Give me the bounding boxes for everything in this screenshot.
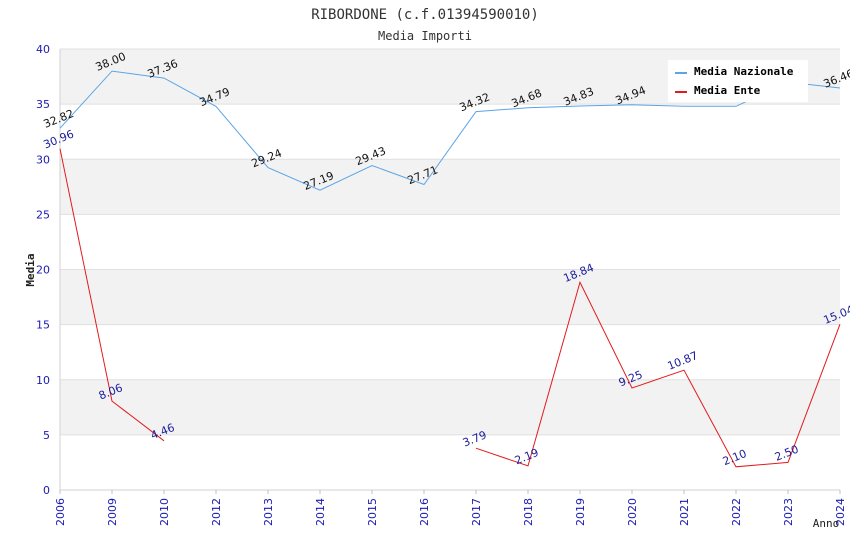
y-tick-label: 30	[36, 153, 50, 166]
y-axis-label: Media	[24, 253, 37, 286]
grid-band	[60, 379, 840, 435]
grid-bands	[60, 49, 840, 490]
x-axis-label: Anno	[813, 517, 840, 530]
x-tick-label: 2022	[730, 498, 743, 526]
y-tick-label: 35	[36, 98, 50, 111]
x-tick-label: 2014	[314, 498, 327, 526]
series-line-nazionale	[59, 70, 841, 191]
y-tick-label: 0	[43, 484, 50, 497]
x-tick-label: 2013	[262, 498, 275, 526]
x-tick-label: 2021	[678, 498, 691, 526]
x-tick-label: 2019	[574, 498, 587, 526]
series-line-ente	[59, 148, 165, 442]
legend-label-nazionale: Media Nazionale	[694, 65, 794, 78]
x-tick-label: 2010	[158, 498, 171, 526]
legend-label-ente: Media Ente	[694, 84, 761, 97]
grid-band	[60, 104, 840, 160]
x-tick-label: 2012	[210, 498, 223, 526]
x-tick-label: 2018	[522, 498, 535, 526]
series-line-ente	[475, 280, 841, 468]
x-tick-labels: 2006 2009 2010 2012 2013 2014 2015 2016 2017 2018…	[54, 490, 847, 526]
grid-band	[60, 324, 840, 380]
x-tick-label: 2015	[366, 498, 379, 526]
series-lines	[59, 70, 841, 468]
y-tick-label: 5	[43, 429, 50, 442]
x-tick-label: 2016	[418, 498, 431, 526]
grid-band	[60, 269, 840, 325]
y-tick-label: 25	[36, 208, 50, 221]
grid-band	[60, 159, 840, 215]
x-tick-label: 2020	[626, 498, 639, 526]
y-tick-label: 40	[36, 43, 50, 56]
x-tick-label: 2006	[54, 498, 67, 526]
chart-subtitle: Media Importi	[378, 29, 472, 43]
grid-band	[60, 214, 840, 270]
x-tick-label: 2009	[106, 498, 119, 526]
legend: Media Nazionale Media Ente	[668, 60, 808, 102]
x-tick-label: 2023	[782, 498, 795, 526]
x-tick-label: 2024	[834, 498, 847, 526]
y-tick-label: 15	[36, 319, 50, 332]
y-tick-label: 10	[36, 374, 50, 387]
legend-box	[668, 60, 808, 102]
grid-band	[60, 434, 840, 490]
chart-title: RIBORDONE (c.f.01394590010)	[311, 7, 539, 23]
x-tick-label: 2017	[470, 498, 483, 526]
axes	[59, 49, 840, 491]
y-tick-label: 20	[36, 264, 50, 277]
y-tick-labels: 0 5 10 15 20 25 30 35 40	[36, 43, 50, 497]
